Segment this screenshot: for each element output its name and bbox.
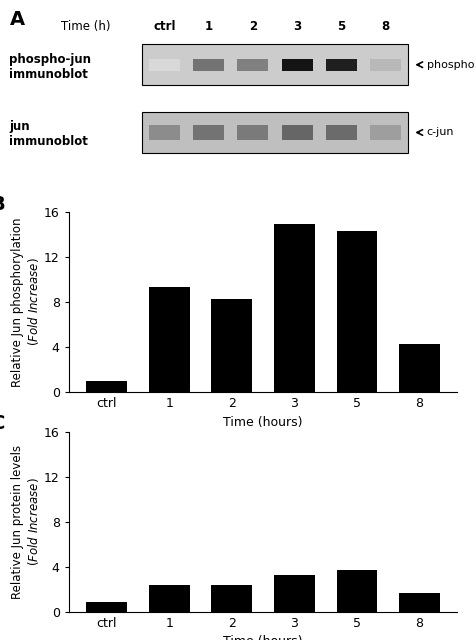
Bar (326, 125, 357, 140)
Text: 1: 1 (204, 20, 213, 33)
Text: 2: 2 (249, 20, 257, 33)
Bar (326, 58, 357, 71)
Bar (142, 112, 408, 153)
Bar (237, 58, 268, 71)
Text: c-jun: c-jun (427, 127, 454, 138)
Text: immunoblot: immunoblot (9, 136, 88, 148)
Bar (282, 125, 312, 140)
Bar (370, 125, 401, 140)
Text: C: C (0, 414, 5, 433)
Bar (193, 58, 224, 71)
Text: jun: jun (9, 120, 30, 133)
Bar (282, 58, 312, 71)
Text: phospho-jun: phospho-jun (9, 52, 91, 65)
Text: phospho-jun: phospho-jun (427, 60, 474, 70)
Bar (237, 125, 268, 140)
Text: 3: 3 (293, 20, 301, 33)
Text: B: B (0, 195, 5, 214)
Text: ctrl: ctrl (153, 20, 175, 33)
Bar (149, 58, 180, 71)
Bar (193, 125, 224, 140)
Text: 5: 5 (337, 20, 346, 33)
Bar (370, 58, 401, 71)
Bar (149, 125, 180, 140)
Text: A: A (9, 10, 25, 29)
Text: 8: 8 (382, 20, 390, 33)
Text: Time (h): Time (h) (61, 20, 110, 33)
Text: immunoblot: immunoblot (9, 68, 88, 81)
Bar (142, 44, 408, 85)
